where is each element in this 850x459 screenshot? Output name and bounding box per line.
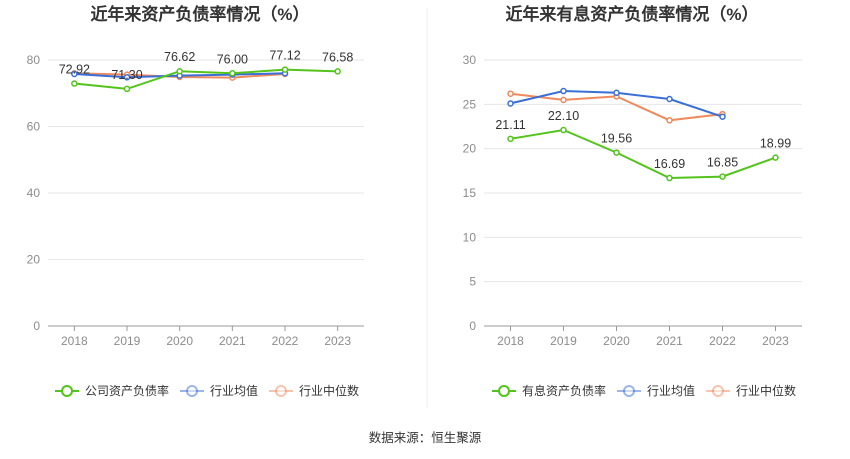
data-point <box>281 66 289 73</box>
data-label: 18.99 <box>760 137 791 151</box>
x-tick-label: 2021 <box>219 334 246 348</box>
data-point <box>71 80 78 87</box>
data-label: 72.92 <box>59 63 90 77</box>
x-tick-label: 2018 <box>497 334 524 348</box>
data-point <box>334 68 341 75</box>
data-label: 16.69 <box>654 157 685 171</box>
legend-label: 公司资产负债率 <box>85 383 169 398</box>
data-point <box>613 149 620 156</box>
y-tick-label: 60 <box>27 120 41 134</box>
data-label: 16.85 <box>707 156 738 170</box>
y-tick-label: 30 <box>463 53 477 67</box>
data-label: 71.30 <box>111 68 142 82</box>
data-point <box>123 74 131 81</box>
data-point <box>719 113 726 120</box>
source-text: 数据来源：恒生聚源 <box>369 430 482 445</box>
data-label: 19.56 <box>601 132 632 146</box>
x-tick-label: 2020 <box>166 334 193 348</box>
y-tick-label: 20 <box>27 253 41 267</box>
x-tick-label: 2021 <box>656 334 683 348</box>
legend-swatch-marker <box>498 385 510 397</box>
data-point <box>560 126 567 134</box>
data-point <box>123 85 131 93</box>
y-tick-label: 40 <box>27 186 41 200</box>
chart-1: 近年来资产负债率情况（%） 0 20 40 60 80 2018 2019 2020 2021 20… <box>27 4 364 398</box>
data-point <box>666 174 673 182</box>
legend-label: 有息资产负债率 <box>522 383 606 398</box>
legend-item-3[interactable]: 行业中位数 <box>269 383 359 398</box>
legend-swatch-marker <box>623 385 635 397</box>
data-label: 76.00 <box>217 52 248 66</box>
data-point <box>772 154 779 161</box>
legend-item-3[interactable]: 行业中位数 <box>706 383 796 398</box>
data-point <box>507 90 514 97</box>
data-point <box>666 95 673 103</box>
y-tick-label: 0 <box>469 319 476 333</box>
data-point <box>176 67 183 75</box>
legend-label: 行业中位数 <box>736 383 796 398</box>
data-point <box>71 70 78 78</box>
x-tick-label: 2023 <box>762 334 789 348</box>
y-tick-label: 0 <box>33 319 40 333</box>
y-tick-label: 10 <box>463 230 477 244</box>
data-label: 21.11 <box>495 118 525 132</box>
x-tick-label: 2019 <box>114 334 141 348</box>
legend-swatch-marker <box>275 385 287 397</box>
legend-label: 行业均值 <box>210 383 258 398</box>
data-label: 77.12 <box>269 49 300 63</box>
series-line-1 <box>74 68 338 90</box>
data-point <box>666 117 673 124</box>
legend-item-2[interactable]: 行业均值 <box>180 383 258 398</box>
data-label: 76.58 <box>322 50 353 64</box>
legend-item-1[interactable]: 公司资产负债率 <box>55 383 169 398</box>
x-tick-label: 2019 <box>550 334 577 348</box>
legend-swatch-marker <box>186 385 198 397</box>
x-tick-label: 2018 <box>61 334 88 348</box>
data-point <box>560 87 567 95</box>
chart-title: 近年来有息资产负债率情况（%） <box>505 4 758 24</box>
y-tick-label: 15 <box>463 186 477 200</box>
y-tick-label: 25 <box>463 97 477 111</box>
x-tick-label: 2023 <box>324 334 351 348</box>
legend-item-1[interactable]: 有息资产负债率 <box>492 383 606 398</box>
y-tick-label: 80 <box>27 53 41 67</box>
data-point <box>229 70 236 77</box>
data-point <box>613 89 620 97</box>
data-label: 22.10 <box>548 109 579 123</box>
y-tick-label: 5 <box>469 275 476 289</box>
x-tick-label: 2022 <box>709 334 736 348</box>
legend-item-2[interactable]: 行业均值 <box>617 383 695 398</box>
legend-label: 行业中位数 <box>299 383 359 398</box>
legend-swatch-marker <box>61 385 73 397</box>
data-point <box>560 96 567 104</box>
data-label: 76.62 <box>164 50 195 64</box>
data-point <box>507 100 514 107</box>
x-tick-label: 2022 <box>272 334 299 348</box>
series-line-1 <box>510 128 776 180</box>
legend-label: 行业均值 <box>647 383 695 398</box>
chart-title: 近年来资产负债率情况（%） <box>90 4 309 24</box>
legend-swatch-marker <box>712 385 724 397</box>
data-point <box>719 173 726 180</box>
data-point <box>507 135 514 143</box>
y-tick-label: 20 <box>463 142 477 156</box>
x-tick-label: 2020 <box>603 334 630 348</box>
chart-2: 近年来有息资产负债率情况（%） 0 5 10 15 20 25 30 2018 2019 2020 2… <box>463 4 802 398</box>
